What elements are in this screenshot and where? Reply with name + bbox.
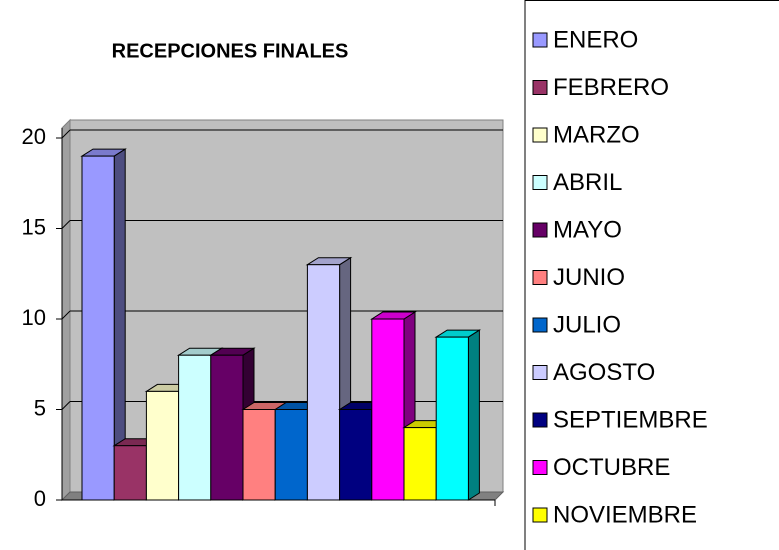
bar-front: [178, 354, 212, 501]
legend-swatch: [532, 127, 548, 143]
bar-front: [339, 409, 373, 501]
legend-swatch: [532, 460, 548, 475]
y-tick-label: 10: [22, 305, 46, 330]
bar: [305, 256, 353, 501]
legend-swatch: [532, 507, 548, 523]
bar: [370, 311, 417, 501]
legend-label: MARZO: [553, 121, 640, 148]
legend-label: SEPTIEMBRE: [553, 406, 708, 433]
bar-front: [210, 354, 244, 501]
legend-swatch: [532, 317, 548, 333]
y-tick-label: 5: [34, 395, 46, 420]
bar-front: [113, 445, 147, 501]
grid-line-side: [61, 220, 71, 229]
y-tick-label: 15: [22, 214, 46, 239]
chart-title: RECEPCIONES FINALES: [112, 40, 349, 62]
legend-label: OCTUBRE: [553, 454, 670, 481]
legend-swatch: [532, 222, 548, 238]
legend-label: ENERO: [553, 26, 638, 53]
legend-label: AGOSTO: [553, 359, 655, 386]
bar-front: [435, 336, 469, 501]
legend-swatch: [532, 412, 548, 428]
bar-front: [371, 318, 405, 501]
grid-line-side: [61, 401, 71, 410]
legend-swatch: [532, 32, 548, 48]
legend-label: MAYO: [553, 216, 622, 243]
grid-line-side: [61, 310, 71, 320]
bar-front: [274, 409, 308, 501]
bar-front: [81, 155, 115, 501]
legend-swatch: [532, 80, 548, 95]
legend-box: [524, 0, 779, 550]
y-tick-label: 0: [34, 486, 46, 511]
legend-swatch: [532, 365, 548, 380]
bar-front: [145, 390, 180, 501]
legend-label: JULIO: [553, 311, 621, 338]
legend-swatch: [532, 270, 548, 285]
y-tick-label: 20: [22, 124, 46, 149]
legend-label: JUNIO: [553, 264, 625, 291]
bar-front: [403, 427, 437, 501]
grid-line-side: [61, 129, 71, 139]
legend-label: FEBRERO: [553, 74, 669, 101]
bar-front: [306, 264, 341, 501]
bar-side: [467, 329, 480, 501]
bar: [434, 329, 482, 501]
bar-front: [242, 409, 276, 501]
side-wall: [61, 118, 71, 502]
legend-label: NOVIEMBRE: [553, 501, 697, 528]
legend-swatch: [532, 175, 548, 190]
legend-label: ABRIL: [553, 169, 622, 196]
